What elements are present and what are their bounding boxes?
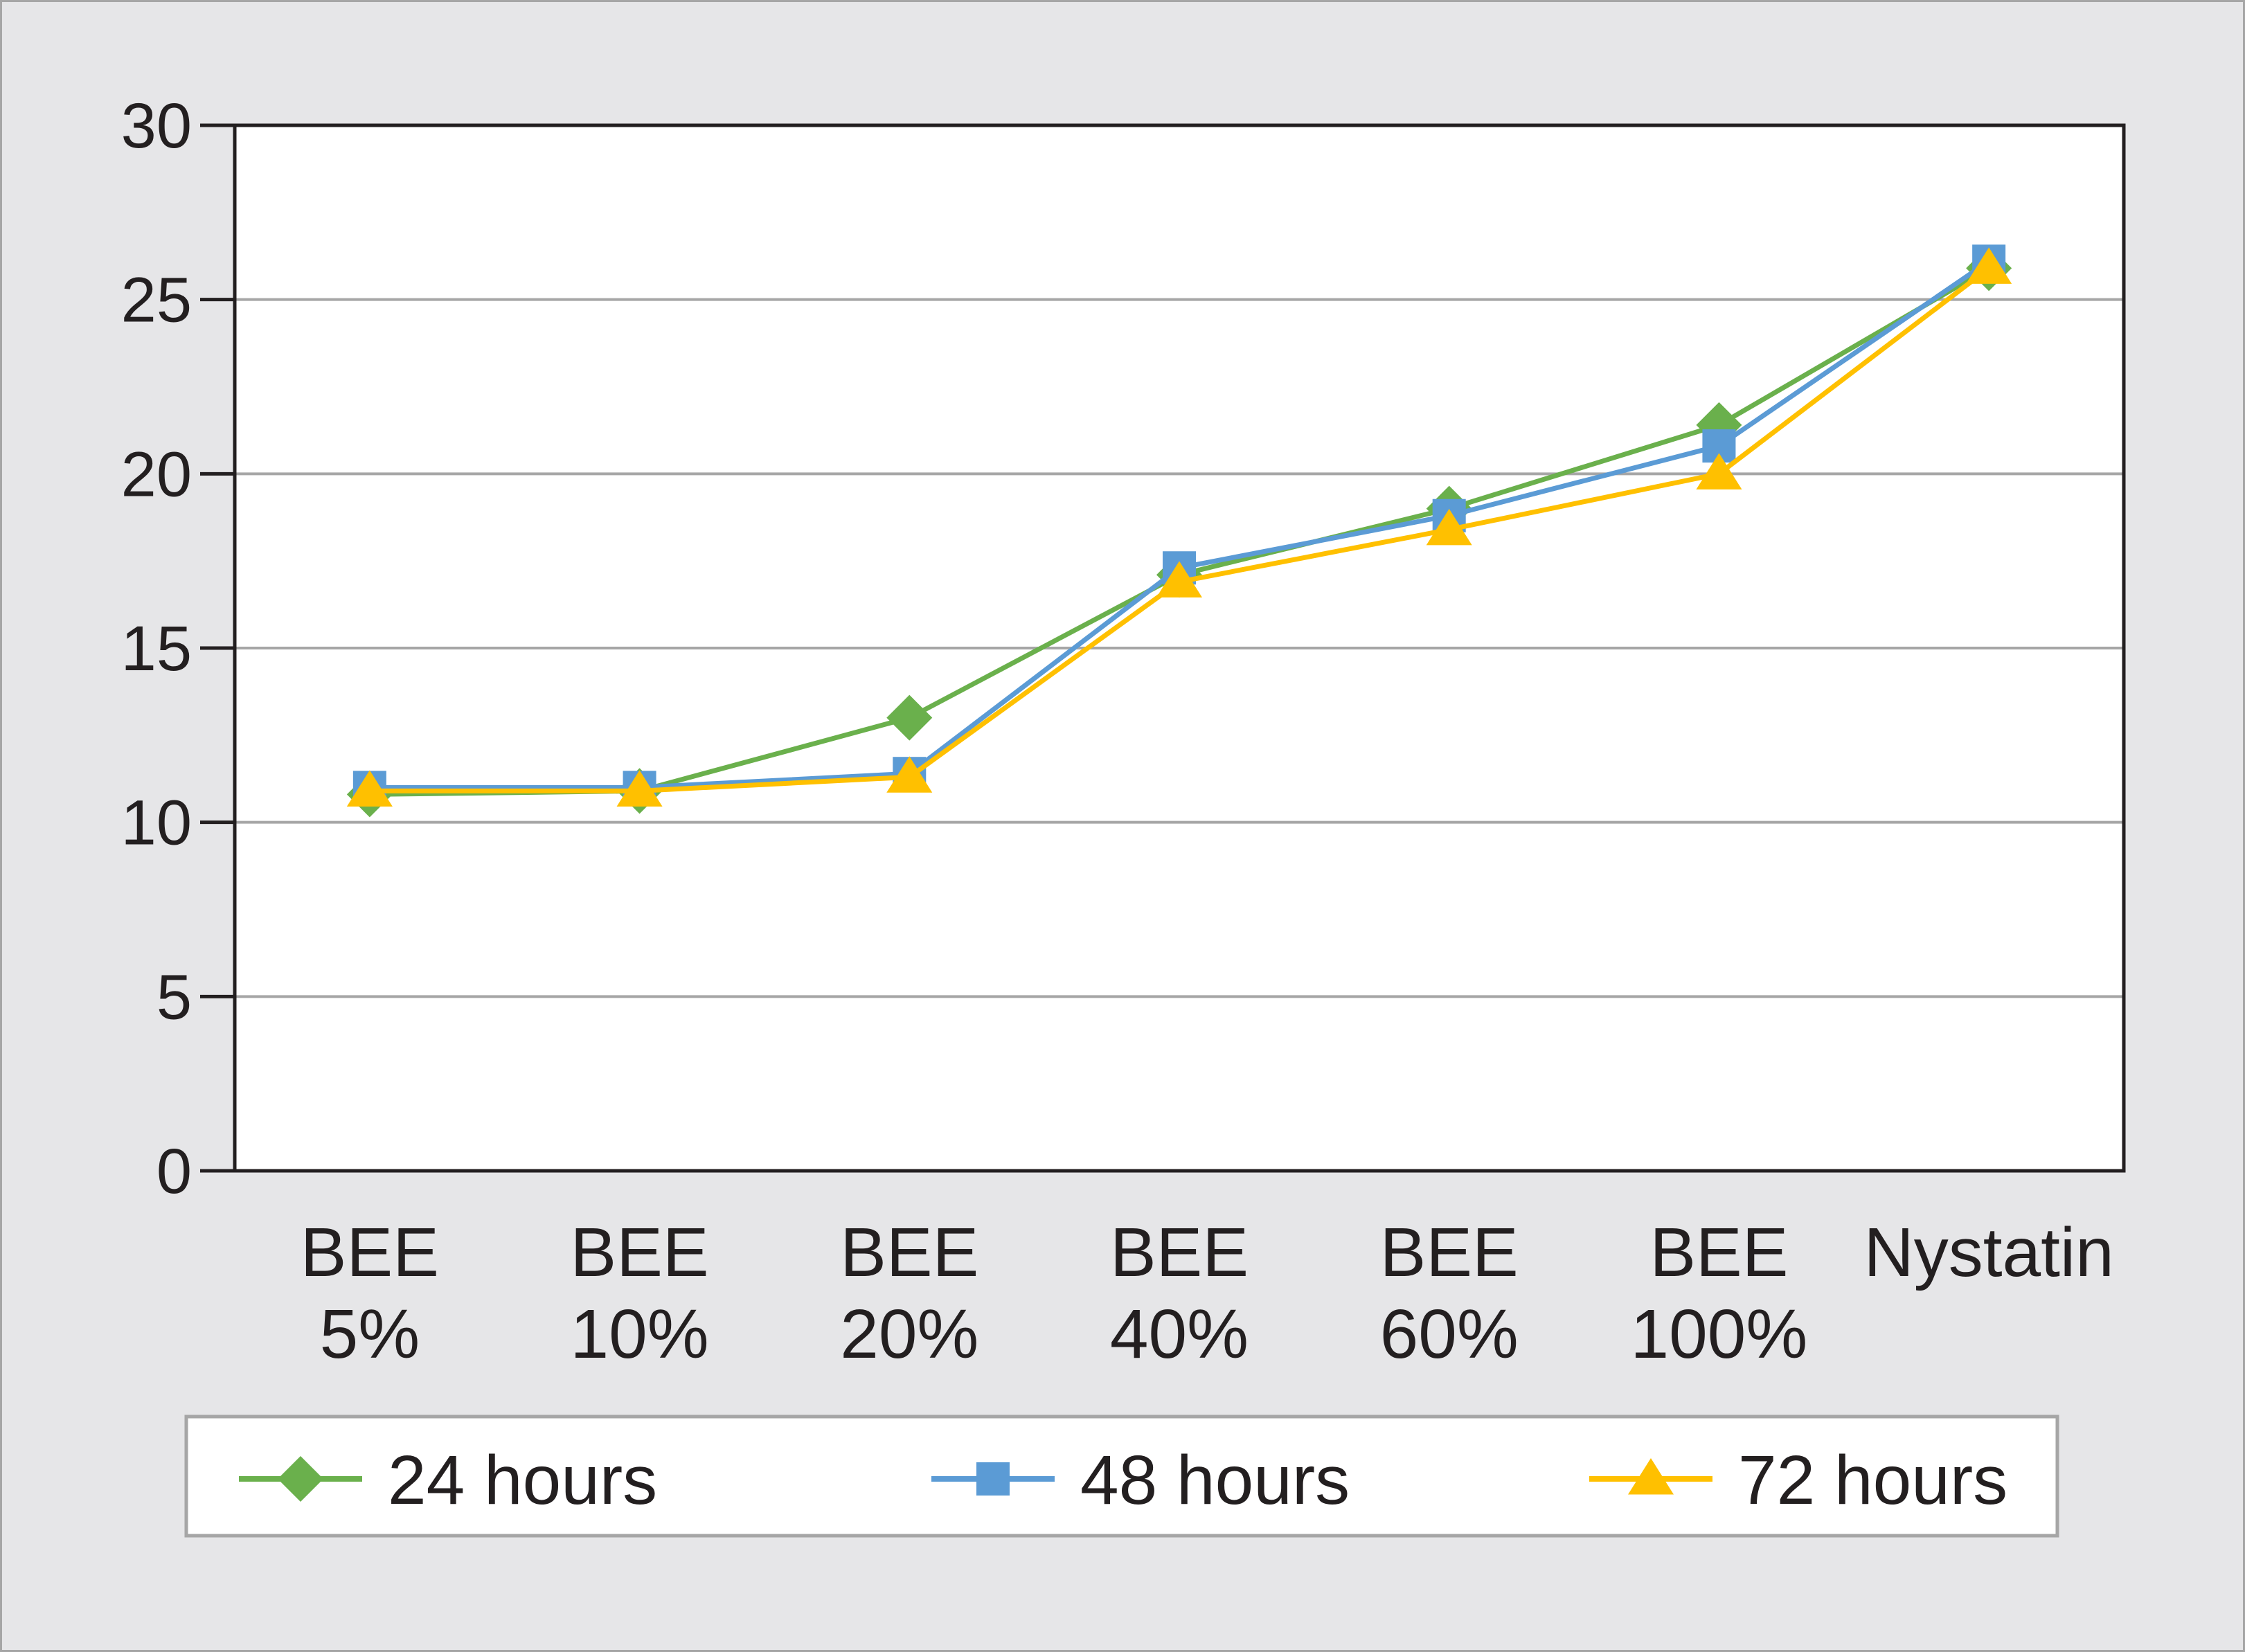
x-axis: BEE 5%BEE 10%BEE 20%BEE 40%BEE 60%BEE 100%Nyst… — [301, 1214, 2114, 1373]
x-tick-label-line: BEE — [1649, 1214, 1788, 1291]
data-point — [616, 770, 663, 807]
x-tick-label-line: 40% — [1110, 1295, 1249, 1373]
x-tick-label-line: 10% — [570, 1295, 708, 1373]
x-tick-label: BEE 5% — [301, 1214, 439, 1373]
data-point — [1966, 247, 2012, 284]
y-tick-label: 30 — [121, 91, 192, 161]
legend-swatch-marker — [976, 1462, 1010, 1496]
x-tick-label-line: BEE — [571, 1214, 709, 1291]
y-tick-label: 15 — [121, 613, 192, 684]
legend-label: 24 hours — [388, 1442, 657, 1519]
y-tick-label: 10 — [121, 788, 192, 859]
series — [346, 244, 2012, 818]
legend-box — [184, 1415, 2059, 1538]
y-tick-label: 25 — [121, 265, 192, 336]
legend-swatch-marker — [1628, 1458, 1674, 1495]
x-tick-label-line: BEE — [1110, 1214, 1249, 1291]
data-point — [1156, 561, 1202, 598]
x-tick-label: Nystatin — [1864, 1214, 2114, 1291]
data-point — [886, 694, 933, 741]
gridlines-over — [235, 298, 2124, 998]
x-tick-label-line: 60% — [1380, 1295, 1519, 1373]
x-tick-label: BEE 20% — [840, 1214, 978, 1373]
x-tick-label-line: BEE — [840, 1214, 978, 1291]
legend-label: 48 hours — [1080, 1442, 1350, 1519]
x-tick-label-line: 100% — [1631, 1295, 1808, 1373]
data-point — [1426, 508, 1472, 546]
x-tick-label-line: Nystatin — [1864, 1214, 2114, 1291]
y-axis: 0 5 10 15 20 25 30 — [121, 91, 237, 1207]
data-point — [1696, 453, 1742, 490]
x-tick-label: BEE 40% — [1110, 1214, 1249, 1373]
x-tick-label-line: BEE — [301, 1214, 439, 1291]
legend-swatch-marker — [278, 1456, 323, 1502]
y-tick-label: 0 — [156, 1136, 192, 1207]
y-tick-label: 5 — [156, 962, 192, 1032]
x-tick-label-line: 20% — [840, 1295, 978, 1373]
y-tick-label: 20 — [121, 439, 192, 510]
x-tick-label: BEE 100% — [1631, 1214, 1808, 1373]
legend-item-3: 72 hours — [1589, 1442, 2007, 1519]
data-point — [346, 770, 393, 807]
legend-item-1: 24 hours — [239, 1442, 657, 1519]
legend-label: 72 hours — [1738, 1442, 2007, 1519]
x-tick-label: BEE 60% — [1380, 1214, 1519, 1373]
data-point — [886, 756, 933, 793]
x-tick-label: BEE 10% — [570, 1214, 708, 1373]
series-3 — [346, 247, 2012, 807]
legend-item-2: 48 hours — [931, 1442, 1350, 1519]
legend: 24 hours 48 hours 72 hours — [184, 1415, 2059, 1538]
x-tick-label-line: BEE — [1380, 1214, 1519, 1291]
x-tick-label-line: 5% — [320, 1295, 420, 1373]
